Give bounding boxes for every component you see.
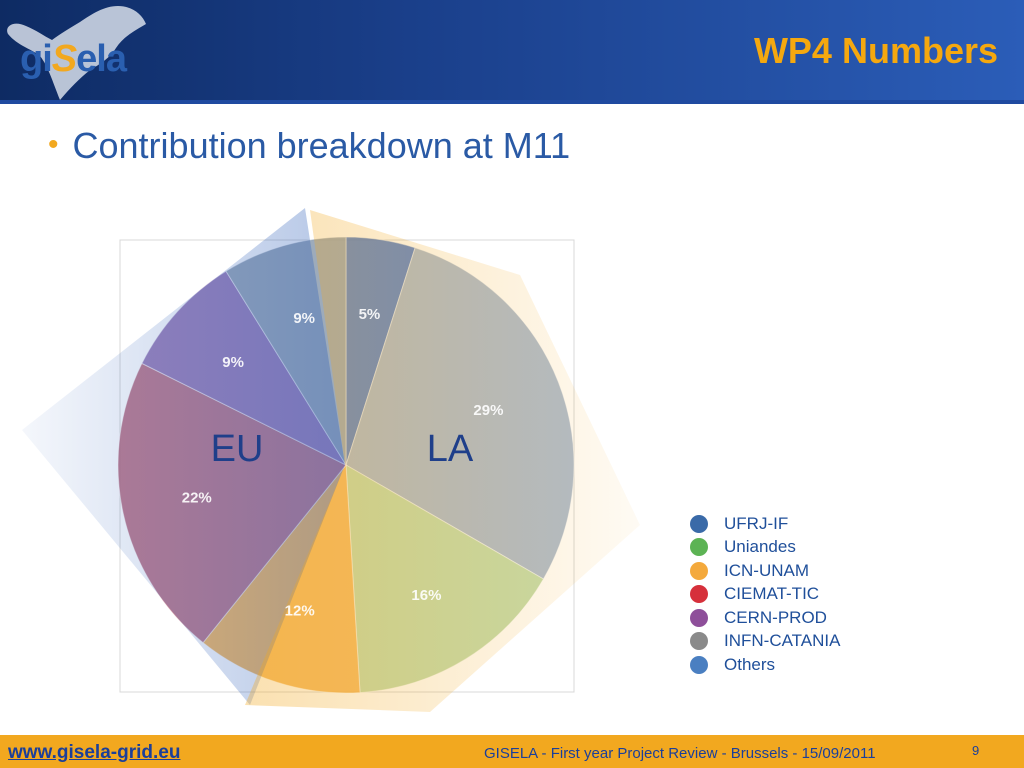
bullet-point: • Contribution breakdown at M11 bbox=[48, 125, 570, 167]
legend-label: CERN-PROD bbox=[724, 607, 827, 627]
legend-label: Others bbox=[724, 654, 776, 674]
eu-group-highlight bbox=[22, 208, 345, 705]
slide-title: WP4 Numbers bbox=[753, 30, 998, 71]
logo-suffix: ela bbox=[76, 38, 127, 80]
page-number: 9 bbox=[972, 743, 980, 758]
logo-s: S bbox=[51, 38, 77, 80]
legend-swatch-icon bbox=[690, 632, 708, 651]
bullet-marker: • bbox=[48, 128, 59, 161]
legend-item: CERN-PROD bbox=[690, 606, 840, 630]
footer-url-link[interactable]: www.gisela-grid.eu bbox=[8, 742, 181, 763]
legend-label: ICN-UNAM bbox=[724, 560, 809, 580]
bullet-text: Contribution breakdown at M11 bbox=[72, 125, 571, 166]
legend-swatch-icon bbox=[690, 585, 708, 604]
footer-bar: www.gisela-grid.eu GISELA - First year P… bbox=[0, 735, 1024, 768]
legend-item: UFRJ-IF bbox=[690, 512, 840, 536]
gisela-logo: giSela bbox=[0, 0, 170, 104]
legend-swatch-icon bbox=[690, 561, 708, 580]
legend-label: Uniandes bbox=[724, 537, 796, 557]
legend-swatch-icon bbox=[690, 538, 708, 557]
la-group-label: LA bbox=[427, 428, 474, 470]
legend-item: ICN-UNAM bbox=[690, 559, 840, 583]
slice-label: 5% bbox=[359, 306, 381, 323]
map-silhouette-icon bbox=[7, 6, 146, 100]
legend-item: INFN-CATANIA bbox=[690, 630, 840, 654]
slice-label: 9% bbox=[293, 310, 315, 327]
legend-swatch-icon bbox=[690, 608, 708, 627]
legend-item: Others bbox=[690, 653, 840, 677]
slice-label: 22% bbox=[182, 490, 212, 507]
legend-swatch-icon bbox=[690, 655, 708, 674]
legend-label: CIEMAT-TIC bbox=[724, 584, 820, 604]
legend-item: Uniandes bbox=[690, 536, 840, 560]
la-group-highlight bbox=[245, 210, 640, 712]
slice-label: 16% bbox=[411, 587, 441, 604]
legend-label: UFRJ-IF bbox=[724, 513, 789, 533]
footer-caption: GISELA - First year Project Review - Bru… bbox=[484, 745, 876, 762]
slice-label: 12% bbox=[285, 603, 315, 620]
logo-prefix: gi bbox=[20, 38, 53, 80]
eu-group-label: EU bbox=[211, 428, 264, 470]
header-bar bbox=[0, 0, 1024, 100]
slice-labels: 5% 29% 16% 12% 22% 9% 9% bbox=[182, 306, 504, 620]
logo-wordmark: giSela bbox=[20, 38, 127, 81]
header-divider bbox=[0, 100, 1024, 104]
legend-item: CIEMAT-TIC bbox=[690, 583, 840, 607]
chart-legend: UFRJ-IF Uniandes ICN-UNAM CIEMAT-TIC CERN-PR… bbox=[690, 512, 840, 677]
legend-label: INFN-CATANIA bbox=[724, 631, 841, 651]
slice-label: 9% bbox=[222, 354, 244, 371]
legend-swatch-icon bbox=[690, 514, 708, 533]
slice-label: 29% bbox=[473, 402, 503, 419]
